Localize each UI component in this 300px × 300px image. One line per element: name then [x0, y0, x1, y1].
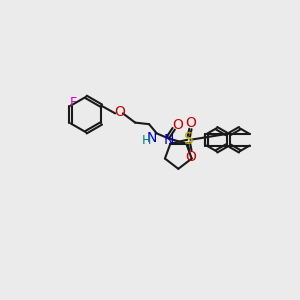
- Text: O: O: [185, 116, 196, 130]
- Text: H: H: [141, 134, 151, 147]
- Text: O: O: [185, 150, 196, 164]
- Text: O: O: [114, 105, 125, 119]
- Text: O: O: [172, 118, 183, 132]
- Text: F: F: [70, 96, 77, 109]
- Text: N: N: [146, 131, 157, 145]
- Text: S: S: [184, 132, 194, 147]
- Text: N: N: [164, 133, 174, 147]
